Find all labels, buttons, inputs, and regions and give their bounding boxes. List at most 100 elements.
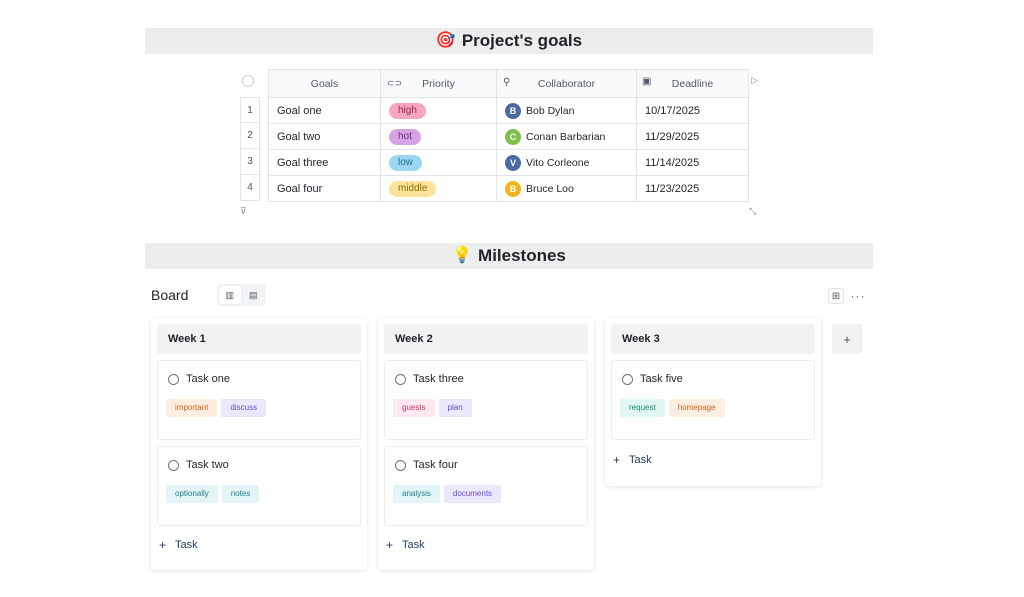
deadline-cell[interactable]: 11/14/2025 xyxy=(636,149,749,176)
collaborator-name: Bruce Loo xyxy=(526,182,574,195)
deadline-cell[interactable]: 10/17/2025 xyxy=(636,97,749,124)
task-checkbox[interactable] xyxy=(395,459,406,471)
collaborator-cell[interactable]: V Vito Corleone xyxy=(496,149,637,176)
calendar-view-button[interactable]: ▤ xyxy=(243,286,265,304)
kanban-icon: ▥ xyxy=(225,289,234,300)
table-row: Goal four middle B Bruce Loo 11/23/2025 xyxy=(268,175,749,202)
column-header[interactable]: Week 2 xyxy=(384,324,588,354)
tag: request xyxy=(620,399,665,417)
avatar: B xyxy=(505,102,521,119)
select-all-checkbox[interactable] xyxy=(242,75,254,87)
calendar-icon: ▤ xyxy=(248,289,258,300)
tag: discuss xyxy=(221,399,267,417)
milestones-section-heading: 💡 Milestones xyxy=(145,243,873,269)
more-options-button[interactable]: ··· xyxy=(850,288,866,304)
task-card[interactable]: Task two optionally notes xyxy=(157,446,361,526)
deadline-cell[interactable]: 11/29/2025 xyxy=(636,123,749,150)
priority-pill: hot xyxy=(389,128,421,145)
filter-icon[interactable]: ⊽ xyxy=(240,206,247,216)
lightbulb-icon: 💡 xyxy=(452,247,473,264)
plus-icon: + xyxy=(159,538,167,552)
collaborator-name: Bob Dylan xyxy=(526,104,575,117)
row-number: 4 xyxy=(240,175,260,201)
board-settings-button[interactable]: ⊞ xyxy=(828,288,844,304)
table-row: Goal three low V Vito Corleone 11/14/2025 xyxy=(268,149,749,176)
column-header[interactable]: Week 3 xyxy=(611,324,815,354)
tag: important xyxy=(166,399,218,417)
priority-cell[interactable]: hot xyxy=(380,123,497,150)
board-column: Week 1 Task one important discuss Task t… xyxy=(151,318,367,570)
column-header-priority[interactable]: ⊂⊃ Priority xyxy=(380,69,497,98)
collaborator-cell[interactable]: B Bob Dylan xyxy=(496,97,637,124)
goal-cell[interactable]: Goal three xyxy=(268,149,381,176)
goal-cell[interactable]: Goal four xyxy=(268,175,381,202)
board-title: Board xyxy=(151,287,189,303)
task-card[interactable]: Task four analysis documents xyxy=(384,446,588,526)
priority-cell[interactable]: high xyxy=(380,97,497,124)
tag: guests xyxy=(393,399,435,417)
task-checkbox[interactable] xyxy=(168,373,179,385)
priority-cell[interactable]: low xyxy=(380,149,497,176)
add-task-button[interactable]: + Task xyxy=(157,526,361,564)
more-icon: ··· xyxy=(850,289,866,303)
row-number: 2 xyxy=(240,123,260,149)
table-row: Goal two hot C Conan Barbarian 11/29/2025 xyxy=(268,123,749,150)
add-task-button[interactable]: + Task xyxy=(611,440,815,480)
resize-handle-icon[interactable]: ⤡ xyxy=(749,206,757,216)
task-card[interactable]: Task three guests plan xyxy=(384,360,588,440)
task-title: Task three xyxy=(413,373,464,385)
column-header-collaborator[interactable]: ⚲ Collaborator xyxy=(496,69,637,98)
plus-icon: + xyxy=(386,538,394,552)
deadline-cell[interactable]: 11/23/2025 xyxy=(636,175,749,202)
add-column-icon[interactable]: ▷ xyxy=(751,75,758,85)
avatar: B xyxy=(505,180,521,197)
column-header-deadline[interactable]: ▣ Deadline xyxy=(636,69,749,98)
task-checkbox[interactable] xyxy=(168,459,179,471)
goals-table: Goals ⊂⊃ Priority ⚲ Collaborator ▣ Deadl… xyxy=(268,69,749,202)
add-column-button[interactable]: + xyxy=(832,324,862,354)
priority-pill: high xyxy=(389,102,426,119)
plus-icon: + xyxy=(613,453,621,467)
task-checkbox[interactable] xyxy=(622,373,633,385)
calendar-icon: ▣ xyxy=(642,76,652,87)
avatar: V xyxy=(505,154,521,171)
row-number: 3 xyxy=(240,149,260,175)
collaborator-cell[interactable]: C Conan Barbarian xyxy=(496,123,637,150)
priority-pill: low xyxy=(389,154,423,171)
add-task-button[interactable]: + Task xyxy=(384,526,588,564)
goals-section-heading: 🎯 Project's goals xyxy=(145,28,873,54)
tag: plan xyxy=(438,399,472,417)
board-column: Week 2 Task three guests plan Task four … xyxy=(378,318,594,570)
task-title: Task two xyxy=(186,459,229,471)
task-card[interactable]: Task five request homepage xyxy=(611,360,815,440)
tag: analysis xyxy=(393,485,440,503)
person-icon: ⚲ xyxy=(503,77,511,88)
priority-cell[interactable]: middle xyxy=(380,175,497,202)
add-task-label: Task xyxy=(629,454,652,466)
goal-cell[interactable]: Goal two xyxy=(268,123,381,150)
task-title: Task four xyxy=(413,459,458,471)
task-card[interactable]: Task one important discuss xyxy=(157,360,361,440)
tag: optionally xyxy=(166,485,218,503)
target-icon: 🎯 xyxy=(435,32,456,49)
goal-cell[interactable]: Goal one xyxy=(268,97,381,124)
collaborator-name: Vito Corleone xyxy=(526,156,590,169)
task-title: Task five xyxy=(640,373,683,385)
kanban-view-button[interactable]: ▥ xyxy=(219,286,241,304)
goals-section-title: Project's goals xyxy=(461,31,583,50)
column-header-goals[interactable]: Goals xyxy=(268,69,381,98)
add-task-label: Task xyxy=(402,539,425,551)
collaborator-cell[interactable]: B Bruce Loo xyxy=(496,175,637,202)
tag-icon: ⊂⊃ xyxy=(387,78,403,88)
column-header[interactable]: Week 1 xyxy=(157,324,361,354)
task-checkbox[interactable] xyxy=(395,373,406,385)
priority-pill: middle xyxy=(389,180,437,197)
row-number: 1 xyxy=(240,97,260,123)
tag: homepage xyxy=(668,399,725,417)
table-row: Goal one high B Bob Dylan 10/17/2025 xyxy=(268,97,749,124)
task-title: Task one xyxy=(186,373,231,385)
board-column: Week 3 Task five request homepage + Task xyxy=(605,318,821,486)
tag: documents xyxy=(443,485,502,503)
grid-icon: ⊞ xyxy=(831,290,841,302)
collaborator-name: Conan Barbarian xyxy=(526,130,606,143)
